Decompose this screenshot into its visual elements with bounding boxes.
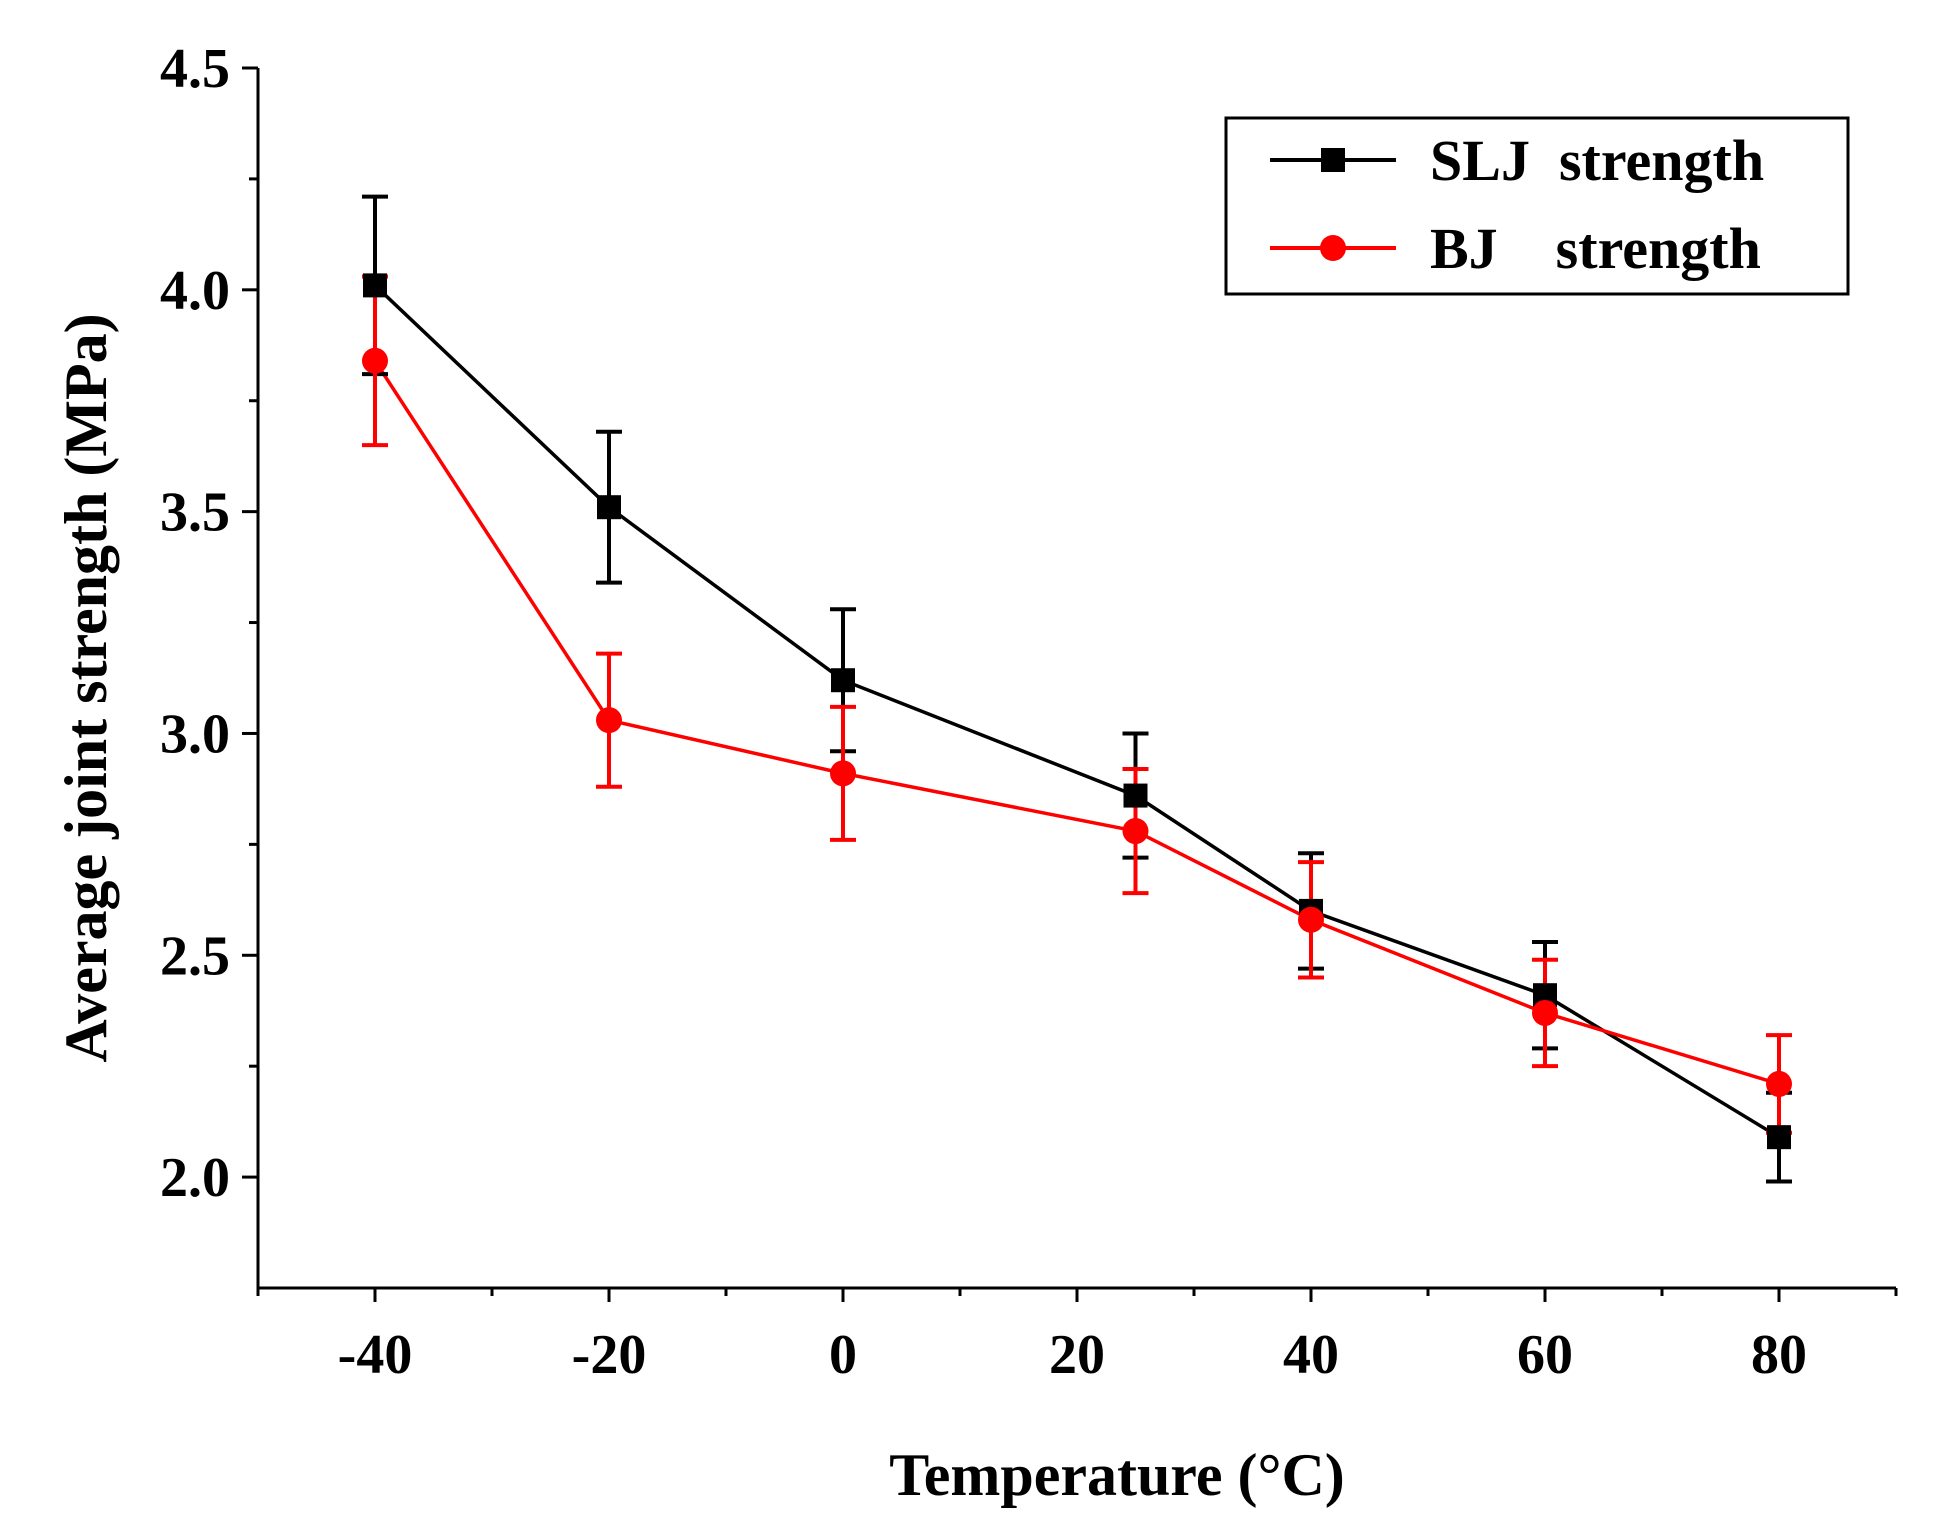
y-tick-label: 2.0 (160, 1147, 230, 1209)
data-point-slj (1767, 1125, 1791, 1150)
data-point-slj (597, 495, 621, 520)
data-point-bj (596, 707, 622, 734)
x-tick-label: -20 (572, 1324, 647, 1386)
y-tick-label: 2.5 (160, 925, 230, 987)
x-tick-label: 40 (1283, 1324, 1339, 1386)
series-line-slj (373, 284, 1780, 1139)
x-tick-label: 20 (1049, 1324, 1105, 1386)
data-point-bj (1766, 1070, 1792, 1097)
axes: -40 -20 0 20 40 60 80 2.0 2.5 3.0 3.5 4.0 4.5 Tempera… (53, 38, 1898, 1508)
x-tick-label: 60 (1517, 1324, 1573, 1386)
y-axis-title: Average joint strength (MPa) (53, 313, 119, 1062)
data-point-bj (362, 347, 388, 374)
x-tick-label: -40 (338, 1324, 413, 1386)
y-tick-label: 4.5 (160, 38, 230, 100)
legend-label-slj: SLJ strength (1430, 128, 1764, 193)
data-point-slj (363, 273, 387, 298)
data-point-slj (1123, 783, 1148, 808)
legend-box (1224, 116, 1850, 296)
data-point-bj (1298, 906, 1324, 933)
y-tick-label: 3.5 (160, 482, 230, 544)
y-tick-label: 3.0 (160, 703, 230, 765)
legend-label-bj: BJ strength (1430, 216, 1761, 281)
data-point-bj (830, 760, 856, 787)
legend-marker-bj (1320, 235, 1346, 261)
data-point-bj (1122, 818, 1149, 845)
data-point-bj (1532, 999, 1558, 1026)
x-tick-label: 0 (829, 1324, 857, 1386)
series-line-bj (373, 359, 1780, 1086)
legend-marker-slj (1321, 148, 1345, 172)
legend: SLJ strength BJ strength (1224, 116, 1850, 296)
y-tick-label: 4.0 (160, 260, 230, 322)
x-axis-title: Temperature (°C) (889, 1442, 1345, 1508)
x-tick-label: 80 (1751, 1324, 1807, 1386)
data-point-slj (831, 668, 855, 693)
plot-area (362, 194, 1792, 1184)
